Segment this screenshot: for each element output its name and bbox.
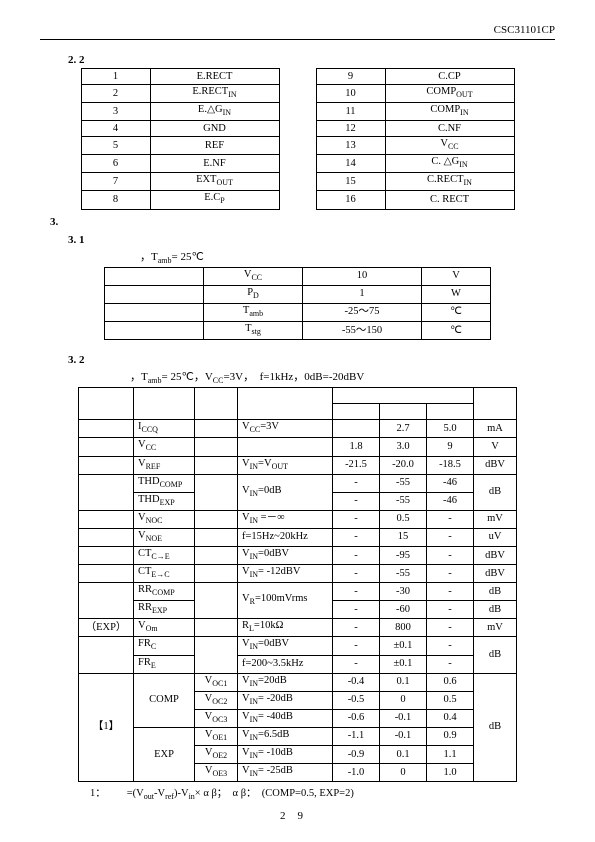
section-2-2: 2. 2 bbox=[68, 54, 555, 66]
table-row: （EXP）VOmRL=10kΩ-800-mV bbox=[79, 619, 517, 637]
table-row: EXPVOE1VIN=6.5dB-1.1-0.10.9 bbox=[79, 727, 517, 745]
table-row: FRCVIN=0dBV-±0.1-dB bbox=[79, 637, 517, 655]
table-row: VCC1.83.09V bbox=[79, 438, 517, 456]
table-row: VCC10V bbox=[105, 267, 491, 285]
table-row: FREf=200~3.5kHz-±0.1- bbox=[79, 655, 517, 673]
table-row: VNOEf=15Hz~20kHz-15-uV bbox=[79, 528, 517, 546]
rating-table: VCC10V PD1W Tamb-25～75℃ Tstg-55～150℃ bbox=[104, 267, 491, 340]
table-row: VNOCVIN =－∞-0.5-mV bbox=[79, 510, 517, 528]
section-3-2: 3. 2 bbox=[68, 354, 555, 366]
table-row: PD1W bbox=[105, 285, 491, 303]
footnote-1: 1： =(Vout-Vref)-Vin× α β； α β： (COMP=0.5… bbox=[90, 785, 555, 801]
table-row: RRCOMPVR=100mVrms--30-dB bbox=[79, 583, 517, 601]
pin-table: 1E.RECT9C.CP 2E.RECTIN10COMPOUT 3E.△GIN1… bbox=[81, 68, 515, 210]
table-row: Tstg-55～150℃ bbox=[105, 322, 491, 340]
table-row: VREFVIN=VOUT-21.5-20.0-18.5dBV bbox=[79, 456, 517, 474]
table-row: Tamb-25～75℃ bbox=[105, 303, 491, 321]
table-row: THDCOMPVIN=0dB--55-46dB bbox=[79, 474, 517, 492]
section-3: 3. bbox=[50, 216, 555, 228]
part-number-header: CSC31101CP bbox=[40, 24, 555, 40]
condition-3-1: ，Tamb= 25℃ bbox=[140, 248, 555, 265]
condition-3-2: ，Tamb= 25℃，VCC=3V， f=1kHz，0dB=-20dBV bbox=[130, 368, 555, 385]
table-row: 1E.RECT9C.CP bbox=[81, 69, 514, 85]
table-row: 【1】COMPVOC1VIN=20dB-0.40.10.6dB bbox=[79, 673, 517, 691]
table-row: ICCQVCC=3V2.75.0mA bbox=[79, 420, 517, 438]
table-row: CTE→CVIN= -12dBV--55-dBV bbox=[79, 565, 517, 583]
section-3-1: 3. 1 bbox=[68, 234, 555, 246]
table-row: CTC→EVIN=0dBV--95-dBV bbox=[79, 546, 517, 564]
elec-table: ICCQVCC=3V2.75.0mA VCC1.83.09V VREFVIN=V… bbox=[78, 387, 517, 782]
page-footer: 29 bbox=[0, 810, 595, 822]
table-row bbox=[79, 388, 517, 404]
